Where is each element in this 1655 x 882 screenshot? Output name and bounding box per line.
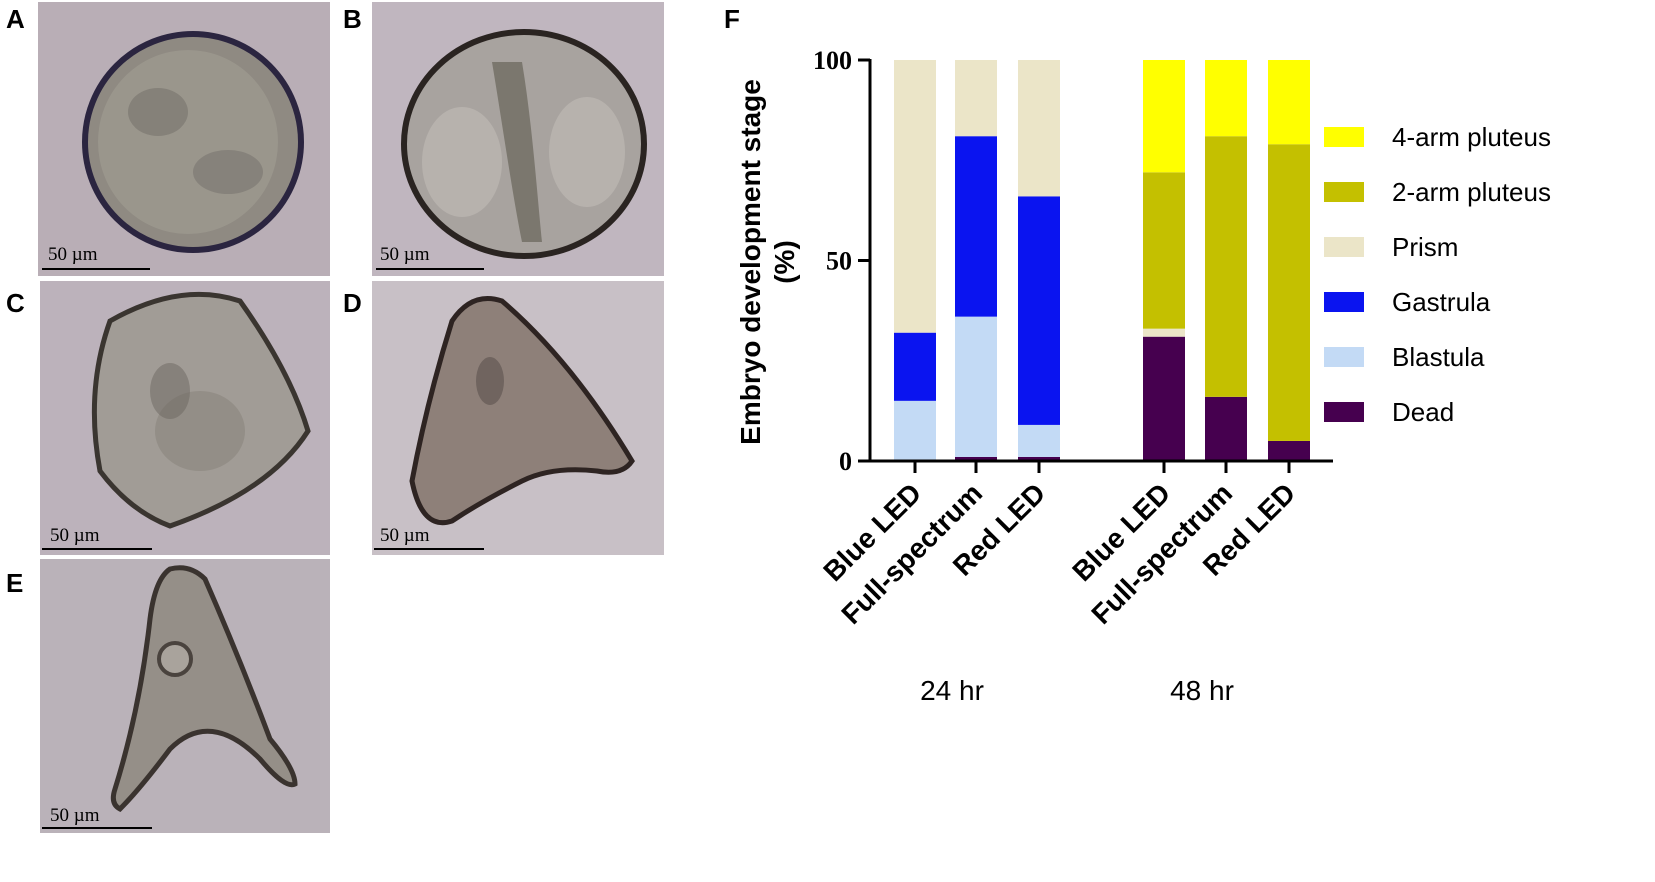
bar-segment-prism xyxy=(894,60,936,333)
panel-letter-d: D xyxy=(343,288,362,318)
scale-label-a: 50 µm xyxy=(48,244,98,265)
bar-segment-dead xyxy=(1268,440,1310,461)
bar-segment-4-arm-pluteus xyxy=(1268,60,1310,145)
bar-segment-2-arm-pluteus xyxy=(1268,144,1310,441)
y-tick-label: 0 xyxy=(839,447,852,476)
panel-letter-b: B xyxy=(343,4,362,34)
legend-label: Prism xyxy=(1392,232,1458,262)
legend-label: Blastula xyxy=(1392,342,1485,372)
bar-segment-blastula xyxy=(955,316,997,457)
bar-segment-gastrula xyxy=(955,136,997,317)
panel-letter-a: A xyxy=(6,4,25,34)
bar-segment-gastrula xyxy=(894,332,936,401)
micrograph-e xyxy=(40,559,330,833)
scale-bar-b xyxy=(376,268,484,270)
bar-segment-dead xyxy=(1018,456,1060,461)
panel-letter-f: F xyxy=(724,4,740,34)
legend-swatch xyxy=(1324,127,1364,147)
micrograph-b xyxy=(372,2,664,276)
legend-label: 2-arm pluteus xyxy=(1392,177,1551,207)
bar-segment-blastula xyxy=(894,400,936,461)
bar-segment-prism xyxy=(1143,328,1185,337)
embryo-e xyxy=(110,565,298,813)
scale-bar-e xyxy=(42,827,152,829)
y-axis-title: Embryo development stage (%) xyxy=(735,79,800,445)
scale-bar-c xyxy=(42,548,152,550)
scale-label-b: 50 µm xyxy=(380,244,430,265)
bar-segment-blastula xyxy=(1018,424,1060,457)
scale-label-c: 50 µm xyxy=(50,525,100,546)
group-label-24hr: 24 hr xyxy=(920,675,984,706)
legend-swatch xyxy=(1324,182,1364,202)
bar-segment-4-arm-pluteus xyxy=(1143,60,1185,173)
bar-segment-4-arm-pluteus xyxy=(1205,60,1247,137)
bar-segment-dead xyxy=(1143,336,1185,461)
legend-swatch xyxy=(1324,402,1364,422)
bar-segment-dead xyxy=(955,456,997,461)
micrograph-c xyxy=(40,281,330,555)
bar-segment-2-arm-pluteus xyxy=(1205,136,1247,397)
bar-segment-2-arm-pluteus xyxy=(1143,172,1185,329)
scale-bar-a xyxy=(42,268,150,270)
legend-label: 4-arm pluteus xyxy=(1392,122,1551,152)
legend-label: Dead xyxy=(1392,397,1454,427)
panel-letter-e: E xyxy=(6,568,24,598)
bar-segment-gastrula xyxy=(1018,196,1060,425)
scale-bar-d xyxy=(374,548,484,550)
embryo-d xyxy=(409,296,635,525)
y-tick-label: 100 xyxy=(813,46,852,75)
legend-swatch xyxy=(1324,292,1364,312)
legend-label: Gastrula xyxy=(1392,287,1491,317)
micrograph-a xyxy=(38,2,330,276)
micrograph-d xyxy=(372,281,664,555)
group-label-48hr: 48 hr xyxy=(1170,675,1234,706)
y-tick-label: 50 xyxy=(826,247,852,276)
bar-segment-prism xyxy=(955,60,997,137)
bar-segment-dead xyxy=(1205,396,1247,461)
panel-letter-c: C xyxy=(6,288,25,318)
bar-segment-prism xyxy=(1018,60,1060,197)
y-axis-title-line2: (%) xyxy=(769,240,800,284)
legend-swatch xyxy=(1324,347,1364,367)
scale-label-e: 50 µm xyxy=(50,805,100,826)
legend-swatch xyxy=(1324,237,1364,257)
legend: 4-arm pluteus 2-arm pluteus Prism Gastrula B… xyxy=(1324,122,1551,427)
scale-label-d: 50 µm xyxy=(380,525,430,546)
y-axis-title-line1: Embryo development stage xyxy=(735,79,766,445)
